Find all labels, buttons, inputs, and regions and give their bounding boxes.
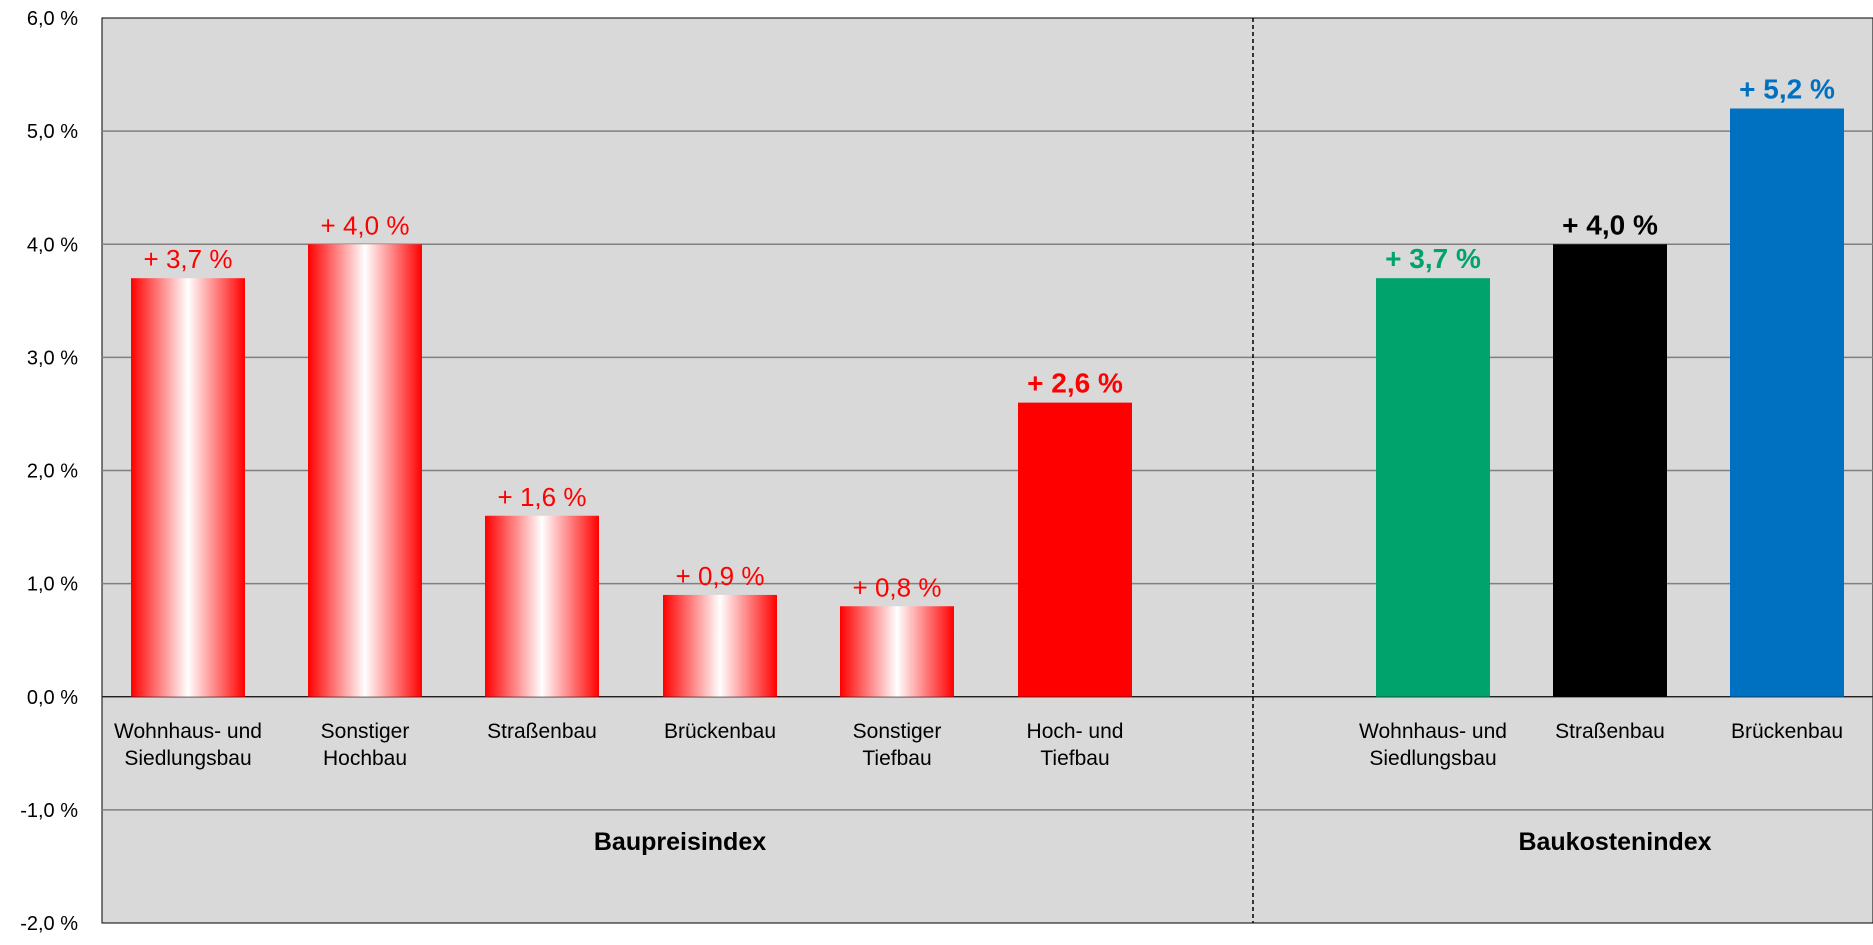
- y-tick-label: 6,0 %: [27, 8, 78, 30]
- data-label: + 1,6 %: [498, 482, 587, 512]
- bar: [840, 606, 954, 697]
- bar: [1553, 244, 1667, 697]
- bars: [131, 108, 1844, 697]
- data-labels: + 3,7 % + 4,0 % + 1,6 % + 0,9 % + 0,8 % + 2,6…: [144, 74, 1835, 603]
- group-label: Baupreisindex: [594, 828, 766, 856]
- category-label: Hoch- und: [1027, 720, 1124, 743]
- category-label: Siedlungsbau: [1369, 747, 1496, 770]
- category-label: Sonstiger: [853, 720, 942, 743]
- category-label: Straßenbau: [1555, 720, 1665, 743]
- category-label: Hochbau: [323, 747, 407, 770]
- category-label: Wohnhaus- und: [1359, 720, 1507, 743]
- y-tick-label: -2,0 %: [20, 913, 78, 935]
- category-label: Brückenbau: [664, 720, 776, 743]
- data-label: + 0,9 %: [676, 561, 765, 591]
- y-tick-label: 5,0 %: [27, 121, 78, 143]
- category-labels: Wohnhaus- und Siedlungsbau Sonstiger Hochba…: [114, 720, 1843, 770]
- category-label: Wohnhaus- und: [114, 720, 262, 743]
- category-label: Straßenbau: [487, 720, 597, 743]
- y-tick-label: 4,0 %: [27, 234, 78, 256]
- y-tick-label: 0,0 %: [27, 687, 78, 709]
- bar: [663, 594, 777, 697]
- bar: [485, 515, 599, 697]
- data-label: + 3,7 %: [1385, 243, 1481, 274]
- data-label: + 4,0 %: [1562, 209, 1658, 240]
- data-label: + 0,8 %: [853, 572, 942, 602]
- category-label: Brückenbau: [1731, 720, 1843, 743]
- category-label: Siedlungsbau: [124, 747, 251, 770]
- bar: [1730, 108, 1844, 697]
- group-label: Baukostenindex: [1518, 828, 1711, 856]
- y-tick-label: -1,0 %: [20, 800, 78, 822]
- category-label: Tiefbau: [862, 747, 931, 770]
- category-label: Sonstiger: [321, 720, 410, 743]
- bar: [131, 278, 245, 697]
- data-label: + 3,7 %: [144, 244, 233, 274]
- data-label: + 4,0 %: [321, 210, 410, 240]
- y-tick-label: 3,0 %: [27, 347, 78, 369]
- data-label: + 2,6 %: [1027, 368, 1123, 399]
- category-label: Tiefbau: [1040, 747, 1109, 770]
- bar: [308, 244, 422, 697]
- y-axis: -2,0 % -1,0 % 0,0 % 1,0 % 2,0 % 3,0 % 4,0 % 5,0…: [20, 8, 78, 935]
- y-tick-label: 2,0 %: [27, 461, 78, 483]
- data-label: + 5,2 %: [1739, 74, 1835, 105]
- group-labels: Baupreisindex Baukostenindex: [594, 828, 1712, 856]
- bar: [1018, 402, 1132, 697]
- bar: [1376, 278, 1490, 697]
- y-tick-label: 1,0 %: [27, 574, 78, 596]
